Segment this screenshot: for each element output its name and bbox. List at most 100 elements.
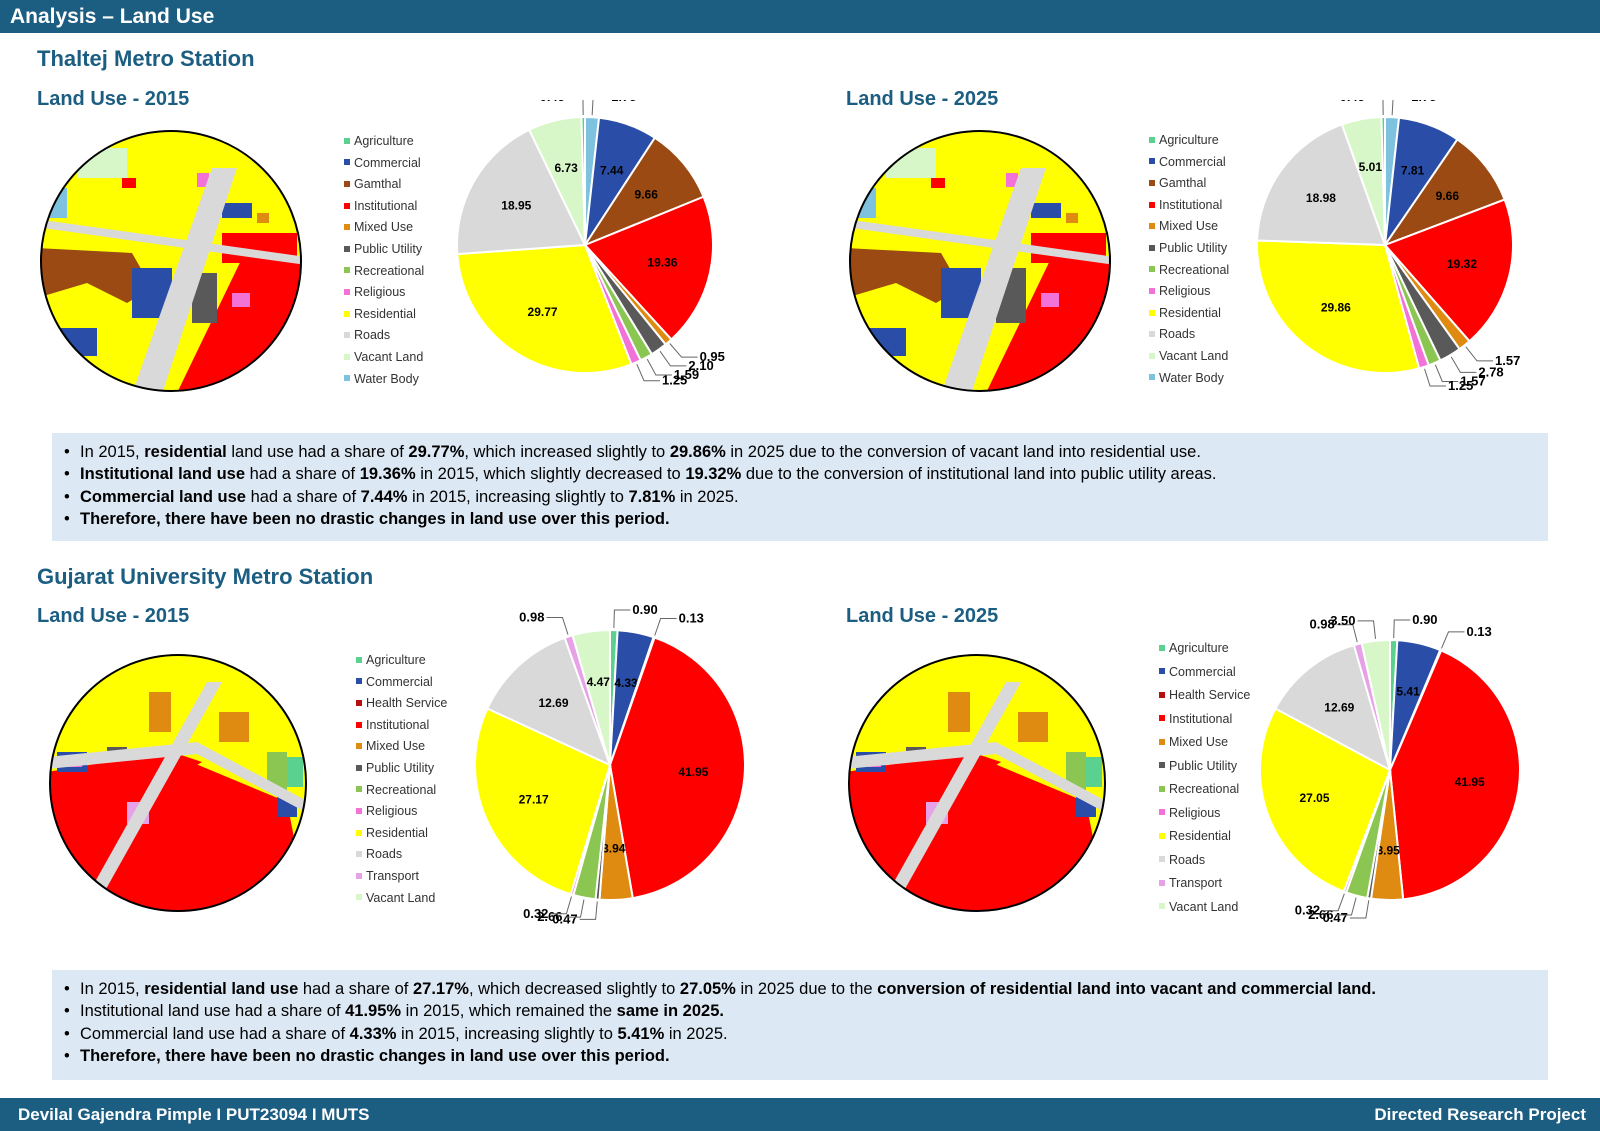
page-header: Analysis – Land Use [0, 0, 1600, 33]
legend-swatch [356, 678, 362, 685]
pie-value-label: 0.13 [679, 610, 704, 625]
pie-leader-line [564, 899, 585, 918]
pie-value-label: 5.01 [1359, 160, 1383, 174]
legend-item-residential: Residential [1159, 829, 1231, 843]
legend-swatch [344, 159, 350, 166]
legend-swatch [356, 656, 362, 663]
legend-item-institutional: Institutional [356, 718, 429, 732]
legend-item-gamthal: Gamthal [344, 177, 401, 191]
legend-label: Institutional [1159, 197, 1223, 212]
pie-leader-line [582, 100, 584, 116]
pie-chart-gujarat-2025: 5.4141.953.9527.0512.690.900.130.472.660… [1259, 615, 1521, 925]
legend-swatch [1159, 856, 1165, 863]
legend-swatch [1149, 136, 1155, 143]
observation-text: Commercial land use had a share of [80, 1024, 350, 1043]
pie-leader-line [636, 364, 660, 382]
legend-label: Transport [1169, 876, 1223, 890]
pie-slice-agriculture [580, 115, 586, 246]
pie-leader-line [1424, 368, 1447, 387]
legend-item-water-body: Water Body [344, 372, 419, 386]
legend-label: Public Utility [1169, 758, 1238, 773]
footer-author: Devilal Gajendra Pimple I PUT23094 I MUT… [18, 1105, 370, 1124]
observation-text: Commercial land use [80, 487, 246, 506]
legend-label: Residential [354, 306, 416, 321]
observation-text: land use had a share of [226, 443, 409, 461]
legend-item-residential: Residential [1149, 306, 1221, 320]
pie-value-label: 0.90 [1412, 615, 1437, 627]
legend-item-religious: Religious [356, 804, 417, 818]
observation-text: 29.86% [669, 443, 726, 461]
legend-label: Commercial [1169, 664, 1236, 679]
legend-item-institutional: Institutional [344, 199, 417, 213]
legend-label: Agriculture [366, 653, 426, 667]
observation-text: Institutional land use [80, 465, 246, 484]
pie-leader-line [1450, 356, 1477, 373]
legend-item-recreational: Recreational [1149, 263, 1229, 277]
observation-bullet: Commercial land use had a share of 4.33%… [64, 1023, 1548, 1045]
legend-label: Residential [1159, 305, 1221, 320]
observation-text: , which decreased slightly to [468, 980, 680, 998]
pie-slice-institutional [583, 195, 714, 341]
legend-item-agriculture: Agriculture [1159, 641, 1229, 655]
legend-swatch [344, 332, 350, 339]
legend-swatch [356, 894, 362, 901]
legend-swatch [1149, 331, 1155, 338]
legend-label: Roads [366, 847, 403, 862]
legend-label: Religious [1169, 805, 1221, 820]
legend-label: Public Utility [354, 242, 423, 256]
pie-value-label: 1.57 [1460, 373, 1485, 388]
observation-text: 19.32% [685, 465, 742, 484]
footer-project: Directed Research Project [1374, 1105, 1586, 1124]
observation-text: residential land use [144, 980, 299, 998]
observation-text: in 2025 due to the conversion of vacant … [725, 443, 1201, 461]
observation-text: due to the conversion of institutional l… [741, 465, 1217, 484]
legend-swatch [1149, 158, 1155, 165]
pie-leader-line [1465, 346, 1494, 362]
pie-value-label: 27.17 [519, 792, 549, 806]
pie-chart-gujarat-2015: 4.33 41.95 3.94 27.17 12.69 4.47 0.90 0.13 0.472… [474, 602, 746, 926]
observation-text: 19.36% [359, 465, 416, 484]
legend-gujarat-2025: Agriculture Commercial Health Service Insti… [1159, 641, 1279, 916]
legend-item-vacant-land: Vacant Land [1159, 900, 1238, 914]
legend-item-roads: Roads [344, 328, 390, 342]
observation-text: had a share of [245, 487, 361, 506]
legend-item-public-utility: Public Utility [344, 242, 422, 256]
legend-label: Public Utility [366, 761, 435, 775]
legend-swatch [344, 310, 350, 317]
legend-swatch [356, 786, 362, 793]
subtitle-thaltej-2025: Land Use - 2025 [846, 88, 999, 110]
pie-value-label: 0.47 [1323, 910, 1348, 925]
legend-item-health-service: Health Service [1159, 688, 1250, 702]
pie-leader-line [1382, 100, 1384, 116]
pie-value-label: 0.98 [1309, 617, 1334, 632]
legend-label: Commercial [354, 155, 421, 170]
legend-label: Gamthal [354, 177, 402, 192]
legend-gujarat-2015: Agriculture Commercial Health Service Insti… [356, 653, 476, 913]
legend-label: Vacant Land [1169, 899, 1239, 914]
pie-slice-institutional [608, 636, 746, 900]
legend-label: Institutional [366, 717, 430, 732]
legend-swatch [356, 699, 362, 706]
pie-value-label: 27.05 [1299, 791, 1329, 805]
legend-item-mixed-use: Mixed Use [344, 220, 413, 234]
legend-item-recreational: Recreational [356, 783, 436, 797]
legend-swatch [356, 764, 362, 771]
land-use-map-icon [848, 654, 1106, 912]
legend-item-vacant-land: Vacant Land [356, 891, 435, 905]
pie-leader-line [654, 617, 677, 636]
legend-item-public-utility: Public Utility [356, 761, 434, 775]
legend-item-institutional: Institutional [1149, 198, 1222, 212]
legend-item-agriculture: Agriculture [344, 134, 414, 148]
legend-swatch [344, 180, 350, 187]
legend-swatch [344, 353, 350, 360]
pie-value-label: 0.47 [552, 911, 577, 926]
legend-swatch [344, 288, 350, 295]
pie-leader-line [1393, 619, 1411, 639]
legend-label: Agriculture [354, 134, 414, 148]
pie-leader-line [1349, 900, 1370, 919]
pie-leader-line [579, 901, 598, 920]
legend-swatch [344, 245, 350, 252]
legend-label: Residential [366, 825, 428, 840]
legend-label: Mixed Use [1169, 735, 1229, 749]
observation-text: in 2015, increasing slightly to [407, 487, 629, 506]
